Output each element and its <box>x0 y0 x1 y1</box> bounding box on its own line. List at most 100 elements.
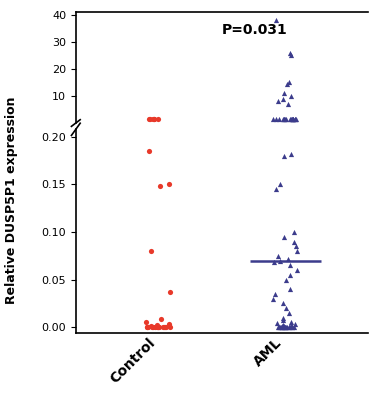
Point <box>151 116 157 122</box>
Point <box>294 248 300 254</box>
Point <box>275 324 281 330</box>
Point <box>286 324 292 330</box>
Point <box>288 324 294 330</box>
Point <box>290 116 296 122</box>
Point <box>274 98 280 105</box>
Text: Relative DUSP5P1 expression: Relative DUSP5P1 expression <box>5 97 18 304</box>
Point <box>289 116 295 122</box>
Point <box>288 319 294 326</box>
Point <box>148 323 154 329</box>
Point <box>284 324 290 330</box>
Point <box>291 324 297 330</box>
Point <box>161 324 167 330</box>
Point <box>287 271 293 278</box>
Point <box>276 116 282 122</box>
Point <box>273 17 279 23</box>
Point <box>281 324 287 330</box>
Point <box>273 116 279 122</box>
Point <box>157 183 163 190</box>
Point <box>286 79 292 86</box>
Point <box>163 324 169 330</box>
Point <box>155 324 161 330</box>
Point <box>271 259 277 266</box>
Point <box>154 322 160 328</box>
Point <box>285 310 291 316</box>
Point <box>287 262 293 269</box>
Point <box>150 324 156 330</box>
Point <box>277 324 283 330</box>
Point <box>151 116 157 122</box>
Point <box>283 116 289 122</box>
Point <box>293 243 299 249</box>
Point <box>282 324 288 330</box>
Point <box>280 95 286 102</box>
Point <box>291 229 297 235</box>
Point <box>281 116 287 122</box>
Point <box>280 314 286 321</box>
Point <box>281 116 287 122</box>
Point <box>285 101 291 107</box>
Point <box>285 255 291 262</box>
Point <box>158 315 164 322</box>
Point <box>290 116 296 122</box>
Point <box>277 181 283 188</box>
Point <box>287 49 293 56</box>
Point <box>149 248 155 254</box>
Point <box>287 286 293 292</box>
Point <box>279 323 285 329</box>
Point <box>166 321 172 328</box>
Point <box>288 93 294 99</box>
Point <box>150 116 156 122</box>
Point <box>284 81 290 87</box>
Point <box>282 233 288 240</box>
Point <box>294 267 300 273</box>
Point <box>279 324 285 330</box>
Point <box>144 324 150 330</box>
Point <box>279 324 285 330</box>
Point <box>274 320 280 326</box>
Point <box>167 289 173 295</box>
Point <box>271 116 277 122</box>
Point <box>287 116 293 122</box>
Point <box>146 148 152 154</box>
Point <box>276 324 282 330</box>
Point <box>283 305 289 311</box>
Point <box>293 321 299 328</box>
Point <box>281 90 287 97</box>
Point <box>168 324 174 330</box>
Point <box>292 116 298 122</box>
Point <box>289 116 295 122</box>
Text: P=0.031: P=0.031 <box>222 23 287 37</box>
Point <box>272 291 278 297</box>
Point <box>288 151 294 157</box>
Point <box>283 324 289 330</box>
Point <box>292 116 298 122</box>
Point <box>288 116 294 122</box>
Point <box>160 324 166 330</box>
Point <box>280 316 286 323</box>
Point <box>290 116 296 122</box>
Point <box>281 323 287 329</box>
Point <box>166 181 172 188</box>
Point <box>162 324 168 330</box>
Point <box>155 324 161 330</box>
Point <box>277 257 283 264</box>
Point <box>281 153 287 159</box>
Point <box>146 116 152 122</box>
Point <box>144 324 150 330</box>
Point <box>153 324 160 330</box>
Point <box>280 116 286 122</box>
Point <box>276 253 282 259</box>
Point <box>280 300 286 306</box>
Point <box>144 324 150 330</box>
Point <box>143 319 149 326</box>
Point <box>147 116 153 122</box>
Point <box>283 276 289 283</box>
Point <box>291 238 297 245</box>
Point <box>166 323 172 329</box>
Point <box>289 324 295 330</box>
Point <box>279 324 285 330</box>
Point <box>149 324 155 330</box>
Point <box>288 322 294 328</box>
Point <box>293 116 299 122</box>
